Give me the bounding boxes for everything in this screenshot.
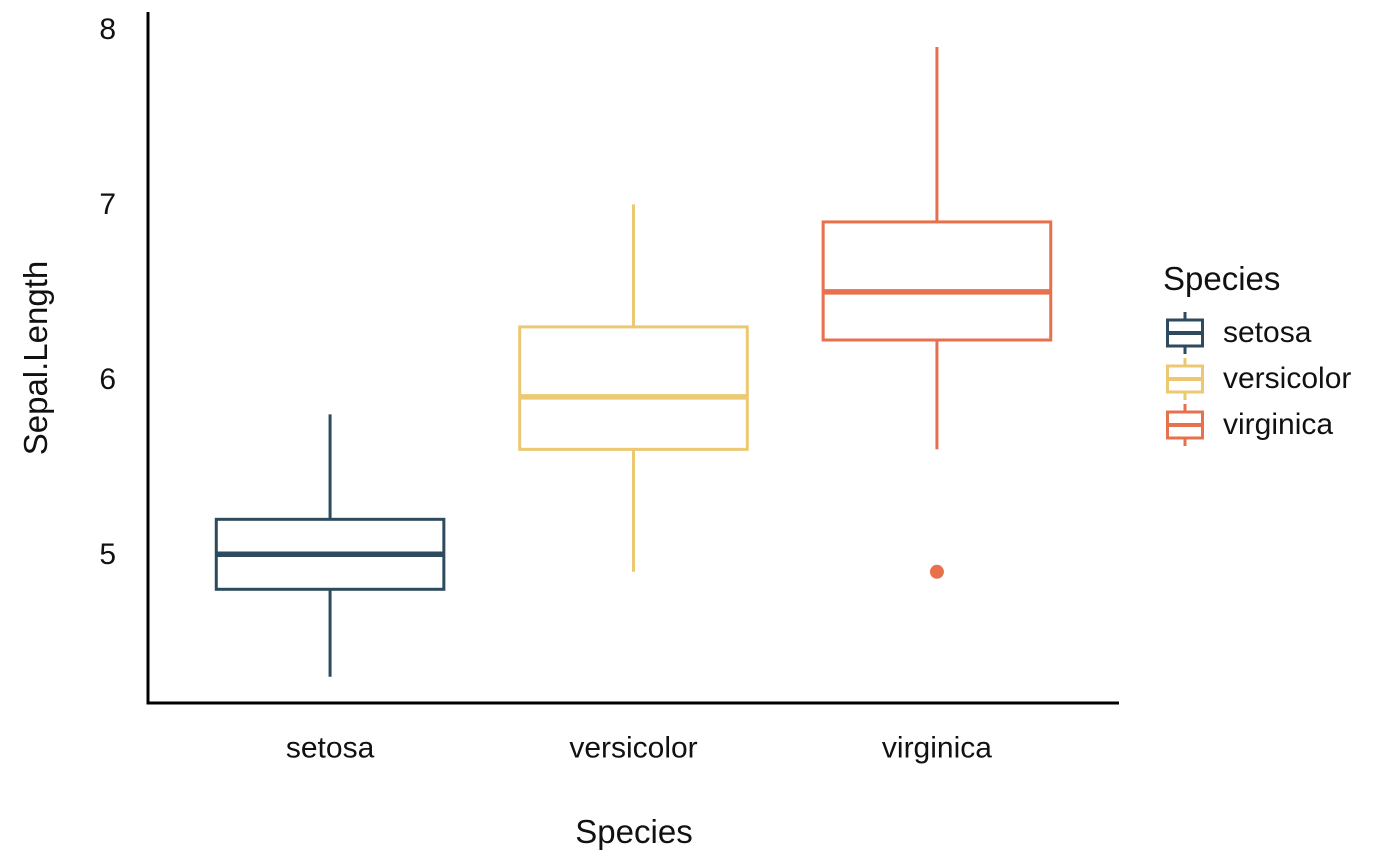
- legend-title: Species: [1163, 260, 1281, 297]
- box-virginica: [821, 220, 1053, 342]
- y-tick-label-8: 8: [99, 13, 116, 46]
- legend-item-setosa: setosa: [1161, 310, 1351, 356]
- legend-item-versicolor: versicolor: [1161, 356, 1351, 402]
- x-tick-label-virginica: virginica: [882, 732, 992, 765]
- legend-item-virginica: virginica: [1161, 402, 1351, 448]
- legend-key-boxplot-icon-versicolor: [1166, 358, 1204, 400]
- legend-items: setosa versicolor virginica: [1161, 310, 1351, 448]
- y-tick-label-5: 5: [99, 538, 116, 571]
- legend-key-boxplot-icon-virginica: [1166, 404, 1204, 446]
- y-axis-title: Sepal.Length: [17, 260, 54, 456]
- legend-key-boxplot-icon-setosa: [1166, 312, 1204, 354]
- box-versicolor: [518, 325, 749, 451]
- x-axis-title: Species: [575, 813, 693, 850]
- legend: Species setosa versicolor virginica: [1161, 260, 1351, 448]
- legend-label-virginica: virginica: [1223, 408, 1334, 441]
- y-tick-label-7: 7: [99, 188, 116, 221]
- legend-label-setosa: setosa: [1223, 316, 1312, 349]
- x-tick-label-setosa: setosa: [286, 732, 375, 765]
- outlier-virginica: [929, 564, 944, 579]
- x-tick-label-versicolor: versicolor: [569, 732, 697, 765]
- y-tick-label-6: 6: [99, 363, 116, 396]
- legend-label-versicolor: versicolor: [1223, 362, 1352, 395]
